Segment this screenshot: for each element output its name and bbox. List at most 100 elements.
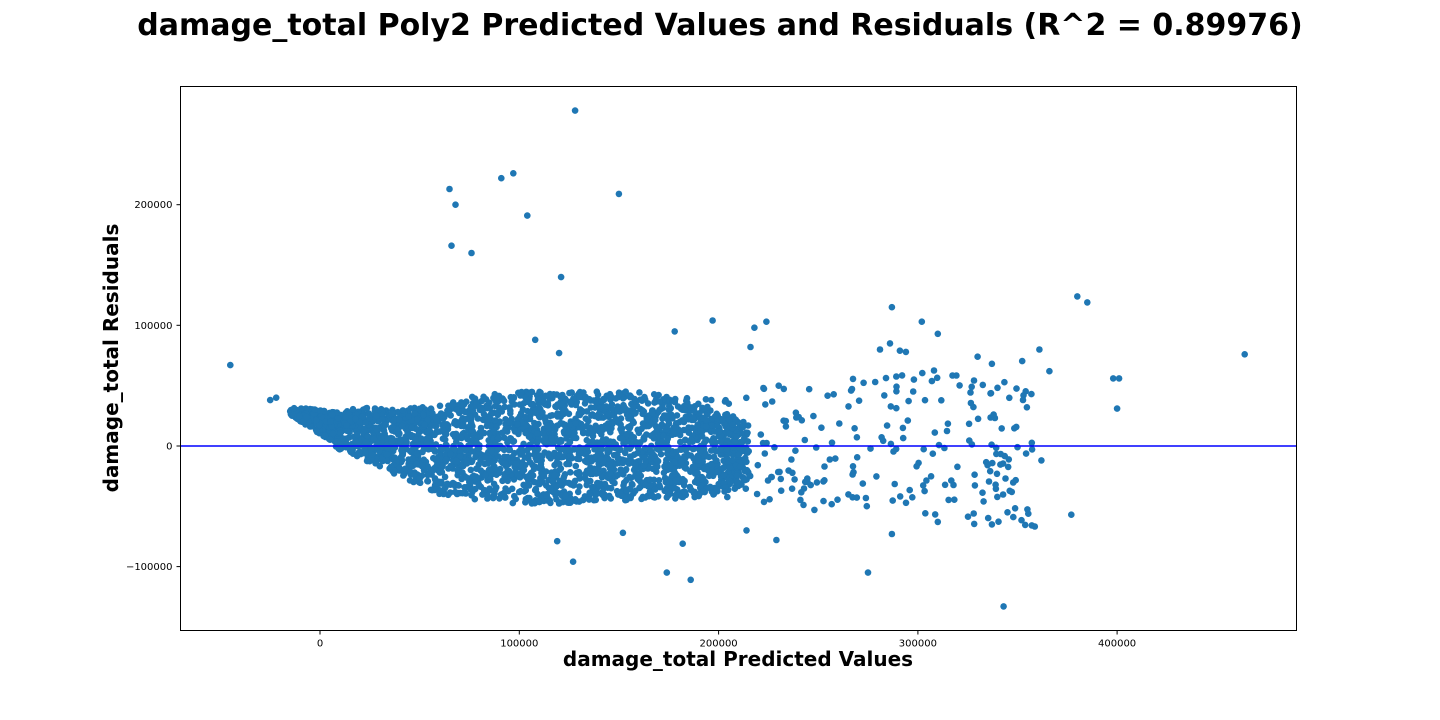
data-point bbox=[971, 471, 978, 479]
data-point bbox=[376, 448, 383, 455]
data-point bbox=[451, 488, 459, 496]
data-point bbox=[639, 407, 646, 414]
data-point bbox=[227, 361, 234, 369]
data-point bbox=[923, 477, 930, 484]
data-point bbox=[406, 477, 414, 484]
data-point bbox=[473, 398, 480, 406]
data-point bbox=[539, 478, 546, 486]
chart-title: damage_total Poly2 Predicted Values and … bbox=[137, 8, 1303, 43]
data-point bbox=[715, 480, 722, 488]
data-point bbox=[723, 410, 731, 418]
data-point bbox=[481, 460, 489, 468]
data-point bbox=[902, 348, 910, 356]
data-point bbox=[849, 375, 857, 383]
data-point bbox=[447, 450, 454, 458]
data-point bbox=[416, 405, 423, 413]
data-point bbox=[420, 411, 428, 419]
data-point bbox=[634, 449, 641, 457]
data-point bbox=[798, 489, 805, 496]
data-point bbox=[603, 446, 611, 454]
data-point bbox=[931, 429, 939, 436]
data-point bbox=[626, 485, 634, 493]
data-point bbox=[512, 460, 520, 468]
data-point bbox=[606, 390, 614, 398]
data-point bbox=[397, 437, 404, 445]
data-point bbox=[532, 409, 540, 417]
data-point bbox=[941, 481, 949, 489]
data-point bbox=[742, 485, 750, 493]
data-point bbox=[407, 463, 414, 470]
data-point bbox=[584, 430, 592, 437]
data-point bbox=[478, 428, 485, 436]
data-point bbox=[967, 389, 974, 396]
data-point bbox=[933, 374, 941, 382]
data-point bbox=[1006, 394, 1013, 402]
data-point bbox=[1018, 516, 1025, 524]
data-point bbox=[792, 447, 799, 455]
data-point bbox=[931, 511, 939, 518]
data-point bbox=[666, 490, 674, 497]
data-point bbox=[671, 458, 678, 466]
data-point bbox=[735, 451, 743, 458]
data-point bbox=[482, 454, 489, 461]
data-point bbox=[334, 415, 342, 422]
data-point bbox=[572, 419, 579, 427]
data-point bbox=[461, 408, 468, 415]
data-point bbox=[745, 447, 752, 455]
data-point bbox=[677, 438, 684, 446]
data-point bbox=[492, 486, 499, 493]
data-point bbox=[717, 451, 725, 458]
data-point bbox=[744, 429, 751, 437]
data-point bbox=[1004, 463, 1012, 471]
data-point bbox=[777, 487, 785, 495]
data-point bbox=[851, 425, 858, 432]
data-point bbox=[488, 410, 495, 417]
data-point bbox=[893, 404, 900, 412]
data-point bbox=[516, 474, 524, 481]
data-point bbox=[702, 416, 710, 424]
data-point bbox=[468, 393, 476, 401]
data-point bbox=[788, 456, 795, 463]
data-point bbox=[970, 403, 977, 411]
data-point bbox=[930, 367, 938, 374]
data-point bbox=[546, 486, 554, 494]
data-point bbox=[631, 410, 639, 417]
data-point bbox=[887, 403, 895, 410]
data-point bbox=[453, 421, 461, 429]
data-point bbox=[882, 374, 890, 382]
data-point bbox=[441, 473, 449, 481]
data-point bbox=[821, 477, 828, 484]
data-point bbox=[615, 190, 623, 198]
data-point bbox=[678, 493, 686, 501]
data-point bbox=[726, 463, 734, 471]
data-point bbox=[747, 343, 754, 351]
data-point bbox=[713, 486, 721, 493]
data-point bbox=[572, 401, 580, 409]
data-point bbox=[695, 457, 702, 465]
data-point bbox=[743, 394, 750, 402]
data-point bbox=[757, 431, 765, 438]
data-point bbox=[567, 421, 574, 428]
data-point bbox=[480, 393, 487, 401]
data-point bbox=[793, 414, 800, 421]
data-point bbox=[466, 479, 474, 487]
data-point bbox=[555, 349, 563, 357]
data-point bbox=[401, 465, 409, 473]
data-point bbox=[1038, 457, 1045, 464]
data-point bbox=[534, 396, 542, 404]
data-point bbox=[830, 391, 837, 398]
data-point bbox=[463, 474, 470, 481]
data-point bbox=[470, 472, 478, 480]
data-point bbox=[566, 438, 574, 446]
data-point bbox=[486, 485, 493, 493]
data-point bbox=[801, 436, 809, 444]
data-point bbox=[920, 445, 927, 453]
data-point bbox=[610, 438, 617, 446]
data-point bbox=[431, 431, 438, 439]
data-point bbox=[453, 457, 461, 465]
data-point bbox=[1010, 513, 1017, 521]
data-point bbox=[992, 481, 999, 489]
data-point bbox=[849, 471, 856, 478]
data-point bbox=[853, 454, 861, 461]
data-point bbox=[424, 435, 431, 442]
